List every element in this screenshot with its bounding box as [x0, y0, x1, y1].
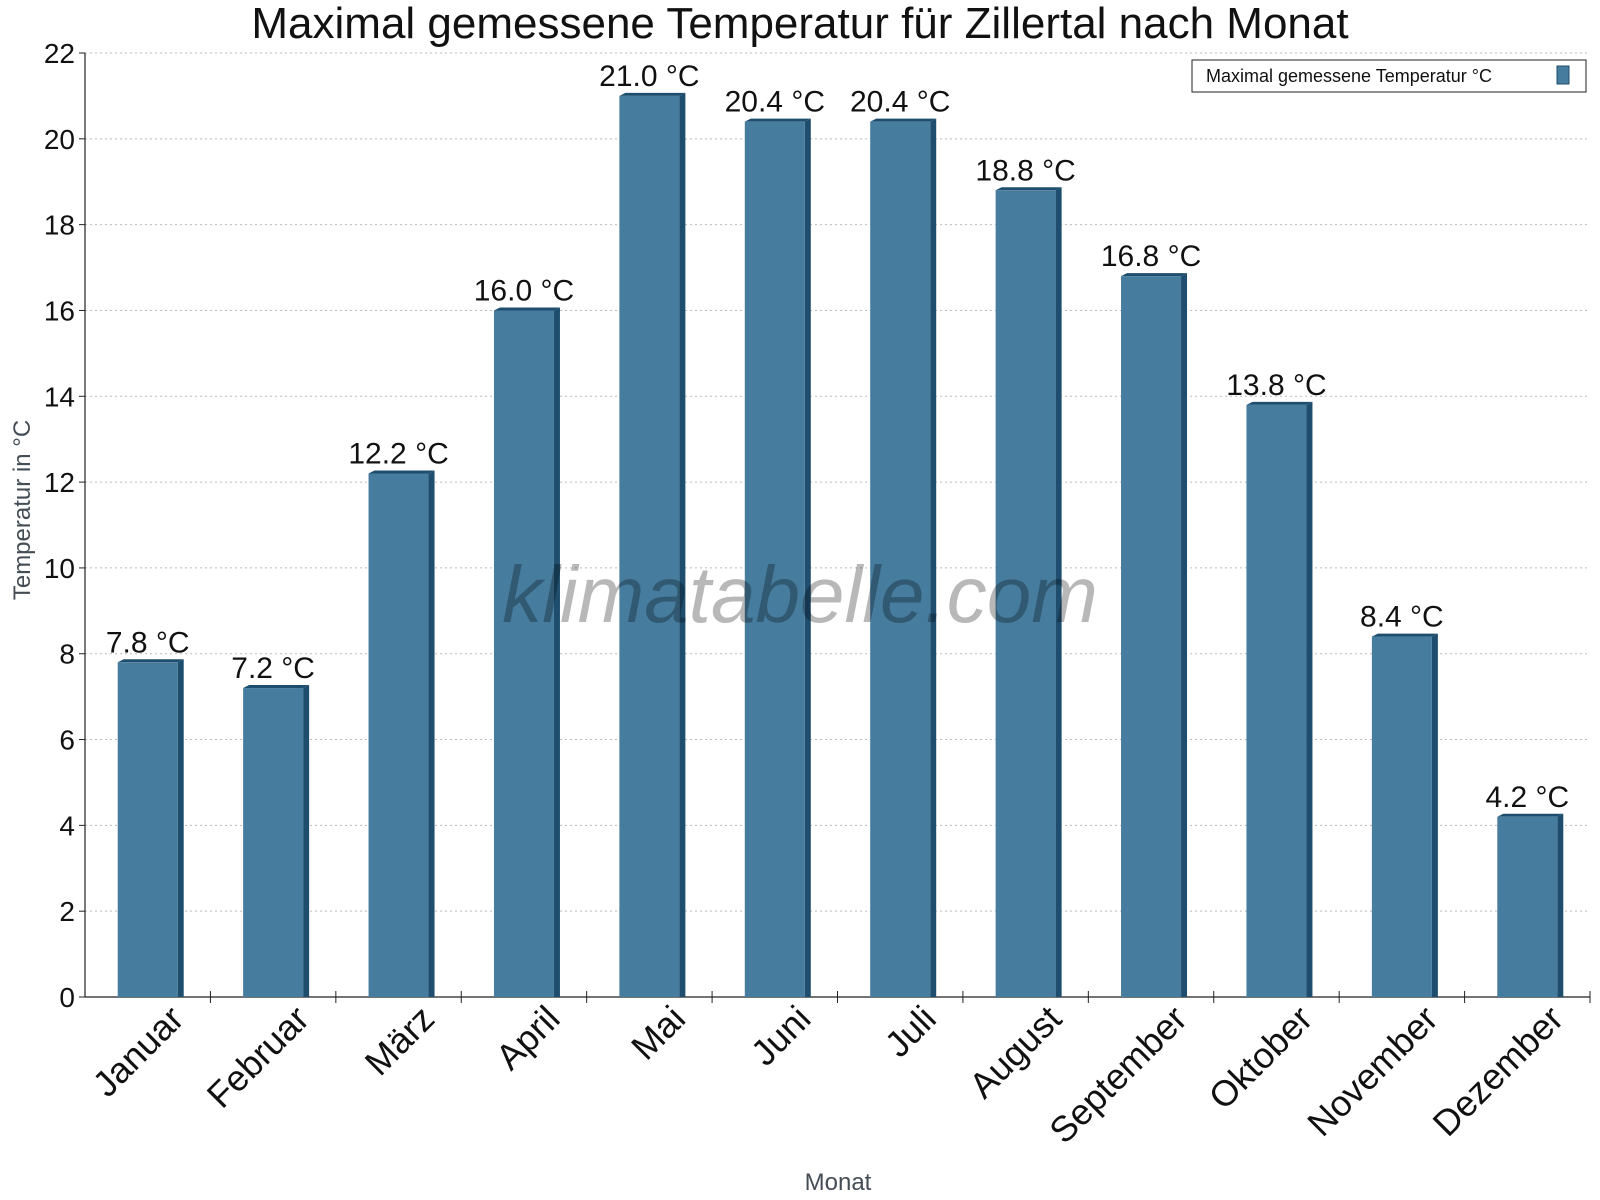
- y-tick-label: 22: [44, 38, 75, 69]
- bar: [1497, 816, 1558, 997]
- x-tick-label: Januar: [85, 998, 192, 1105]
- bar: [493, 310, 554, 997]
- bar-top: [870, 118, 937, 122]
- y-tick-label: 10: [44, 553, 75, 584]
- bar: [619, 95, 680, 998]
- y-tick-label: 20: [44, 124, 75, 155]
- x-tick-label: Oktober: [1201, 998, 1321, 1118]
- x-tick-label: September: [1041, 998, 1195, 1152]
- bar-value-label: 4.2 °C: [1485, 781, 1569, 814]
- bar-top: [1371, 633, 1438, 637]
- chart-title: Maximal gemessene Temperatur für Zillert…: [251, 0, 1348, 48]
- bar-side: [679, 92, 686, 998]
- bar-side: [303, 685, 310, 997]
- bar: [1371, 636, 1432, 997]
- bar: [995, 190, 1056, 998]
- x-tick-label: November: [1299, 998, 1445, 1144]
- bar-side: [1557, 813, 1564, 997]
- legend-swatch: [1556, 65, 1570, 85]
- bar: [1121, 276, 1182, 997]
- x-tick-label: April: [488, 998, 568, 1078]
- x-axis-title: Monat: [805, 1169, 872, 1196]
- gridlines: [85, 52, 1590, 912]
- legend: Maximal gemessene Temperatur °C: [1191, 59, 1587, 93]
- x-tick-label: Dezember: [1425, 998, 1571, 1144]
- y-tick-label: 16: [44, 295, 75, 326]
- y-tick-label: 12: [44, 467, 75, 498]
- x-tick-label: Februar: [199, 998, 317, 1116]
- bar: [243, 688, 304, 997]
- bar-series: [117, 92, 1564, 998]
- bar-side: [553, 307, 560, 997]
- bar-top: [995, 187, 1062, 191]
- y-tick-label: 0: [59, 982, 75, 1013]
- data-labels: 7.8 °C 7.2 °C 12.2 °C 16.0 °C 21.0 °C 20.4 °C…: [106, 60, 1569, 814]
- bar-top: [1121, 273, 1188, 277]
- bar-side: [930, 118, 937, 998]
- x-tick-label: August: [961, 998, 1069, 1106]
- bar: [1246, 404, 1307, 997]
- bar-value-label: 13.8 °C: [1226, 369, 1326, 402]
- x-tick-label: Juni: [743, 998, 819, 1074]
- bar-top: [368, 470, 435, 474]
- bar-value-label: 16.0 °C: [474, 274, 574, 307]
- bar-value-label: 20.4 °C: [850, 86, 950, 119]
- bar-top: [1497, 813, 1564, 817]
- x-tick-label: Juli: [877, 998, 944, 1065]
- bar-side: [1306, 401, 1313, 997]
- bar: [117, 662, 178, 997]
- bar-value-label: 8.4 °C: [1360, 601, 1444, 634]
- legend-box: [1191, 59, 1587, 93]
- bar-value-label: 12.2 °C: [348, 438, 448, 471]
- y-axis-title: Temperatur in °C: [9, 420, 36, 600]
- bar-side: [428, 470, 435, 997]
- bar-value-label: 18.8 °C: [975, 154, 1075, 187]
- bar-top: [117, 659, 184, 663]
- x-tick-label: März: [357, 998, 443, 1084]
- y-tick-label: 18: [44, 210, 75, 241]
- y-tick-label: 6: [59, 725, 75, 756]
- y-tick-label: 4: [59, 810, 75, 841]
- bar-top: [619, 92, 686, 96]
- bar-value-label: 7.8 °C: [106, 626, 190, 659]
- x-axis: Januar Februar März April Mai Juni Juli AugustS…: [85, 991, 1591, 1152]
- y-tick-label: 14: [44, 381, 75, 412]
- y-axis: 0 2 4 6 8 10 12 14 16 18 20 22: [44, 38, 86, 1013]
- bar-side: [804, 118, 811, 998]
- x-tick-label: Mai: [623, 998, 693, 1068]
- legend-label: Maximal gemessene Temperatur °C: [1206, 66, 1492, 86]
- watermark: klimatabelle.com: [502, 550, 1098, 639]
- y-tick-label: 2: [59, 896, 75, 927]
- bar-value-label: 7.2 °C: [231, 652, 315, 685]
- bar-side: [1181, 273, 1188, 997]
- bar-top: [493, 307, 560, 311]
- bar-side: [1431, 633, 1438, 997]
- bar-value-label: 20.4 °C: [725, 86, 825, 119]
- bar-side: [1055, 187, 1062, 998]
- bar: [870, 121, 931, 998]
- bar-top: [243, 685, 310, 689]
- bar-top: [744, 118, 811, 122]
- bar-value-label: 16.8 °C: [1101, 240, 1201, 273]
- bar-top: [1246, 401, 1313, 405]
- y-tick-label: 8: [59, 639, 75, 670]
- bar: [368, 473, 429, 997]
- bar-side: [177, 659, 184, 997]
- bar: [744, 121, 805, 998]
- bar-value-label: 21.0 °C: [599, 60, 699, 93]
